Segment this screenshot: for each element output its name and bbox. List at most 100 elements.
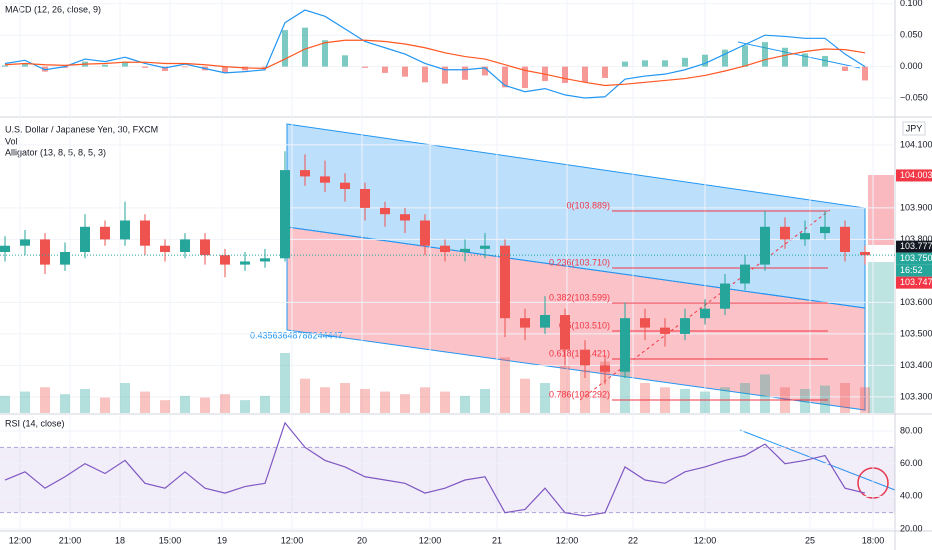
candle-body <box>560 315 570 350</box>
candle-body <box>620 318 630 372</box>
histogram-bar <box>822 55 828 67</box>
channel-annotation: 0.43563648788244447 <box>250 330 343 340</box>
histogram-bar <box>402 66 408 77</box>
currency-box <box>902 121 926 136</box>
candle-body <box>440 245 450 253</box>
y-tick-label: 20.00 <box>900 523 923 533</box>
histogram-bar <box>102 64 108 67</box>
volume-bar <box>400 394 410 413</box>
volume-bar <box>20 391 30 413</box>
histogram-bar <box>162 66 168 72</box>
candle-body <box>260 258 270 262</box>
y-tick-label: 103.400 <box>900 360 932 370</box>
histogram-bar <box>802 53 808 67</box>
histogram-bar <box>362 66 368 68</box>
rsi-band <box>0 447 895 513</box>
candle-body <box>760 226 770 265</box>
histogram-bar <box>122 61 128 67</box>
histogram-bar <box>782 47 788 67</box>
alligator-label: Alligator (13, 8, 5, 8, 5, 3) <box>5 147 106 157</box>
price-tag <box>896 276 932 289</box>
candle-body <box>660 327 670 334</box>
y-tick-label: 103.900 <box>900 202 932 212</box>
histogram-bar <box>322 40 328 67</box>
price-tag-label: 104.003 <box>900 170 932 180</box>
histogram-bar <box>522 66 528 88</box>
price-tag-label: 103.747 <box>900 277 932 287</box>
volume-bar <box>60 394 70 413</box>
time-label: 22 <box>628 535 638 545</box>
y-tick-label: 103.500 <box>900 328 932 338</box>
series-line <box>4 39 866 87</box>
candle-body <box>600 365 610 372</box>
time-label: 18:00 <box>862 535 885 545</box>
candle-body <box>160 245 170 253</box>
histogram-bar <box>302 27 308 67</box>
histogram-bar <box>62 66 68 68</box>
histogram-bar <box>442 66 448 84</box>
time-label: 12:00 <box>281 535 304 545</box>
vol-label: Vol <box>5 136 18 146</box>
candle-body <box>800 233 810 240</box>
histogram-bar <box>662 60 668 67</box>
volume-bar <box>560 365 570 413</box>
volume-bar <box>200 397 210 413</box>
y-tick-label: 0.050 <box>900 30 923 40</box>
price-title: U.S. Dollar / Japanese Yen, 30, FXCM <box>5 124 158 134</box>
candle-body <box>580 349 590 366</box>
candle-body <box>380 207 390 215</box>
candle-body <box>220 255 230 265</box>
time-label: 18 <box>115 535 125 545</box>
candle-body <box>780 226 790 240</box>
fib-label: 0.5(103.510) <box>559 320 610 330</box>
channel-lower <box>286 226 866 411</box>
histogram-bar <box>22 63 28 67</box>
volume-bar <box>460 395 470 413</box>
candle-body <box>200 239 210 256</box>
histogram-bar <box>602 66 608 78</box>
candle-body <box>460 248 470 253</box>
fib-label: 0(103.889) <box>566 200 610 210</box>
candle-body <box>300 170 310 177</box>
candle-body <box>340 182 350 189</box>
volume-bar <box>0 395 10 413</box>
macd-trendline <box>737 41 861 69</box>
price-tag-label: 16:52 <box>900 265 923 275</box>
candle-body <box>180 239 190 253</box>
candle-body <box>680 318 690 334</box>
y-tick-label: 60.00 <box>900 458 923 468</box>
candle-body <box>500 245 510 319</box>
time-label: 19 <box>217 535 227 545</box>
time-label: 20 <box>357 535 367 545</box>
candle-body <box>40 239 50 265</box>
volume-bar <box>840 383 850 413</box>
volume-bar <box>700 391 710 413</box>
histogram-bar <box>242 66 248 71</box>
y-tick-label: 103.600 <box>900 297 932 307</box>
volume-bar <box>520 378 530 413</box>
histogram-bar <box>262 66 268 68</box>
candle-body <box>60 252 70 265</box>
candle-body <box>540 315 550 328</box>
candle-body <box>820 226 830 234</box>
volume-bar <box>160 400 170 413</box>
fib-label: 0.786(103.292) <box>549 389 610 399</box>
rsi-title: RSI (14, close) <box>5 418 65 428</box>
volume-bar <box>320 387 330 413</box>
volume-bar <box>740 383 750 413</box>
histogram-bar <box>862 66 868 81</box>
y-tick-label: 0.000 <box>900 61 923 71</box>
price-tag <box>896 264 932 277</box>
fib-label: 0.618(103.421) <box>549 348 610 358</box>
time-label: 21 <box>492 535 502 545</box>
price-tag <box>896 240 932 253</box>
histogram-bar <box>582 66 588 83</box>
y-tick-label: 103.300 <box>900 391 932 401</box>
fib-label: 0.382(103.599) <box>549 292 610 302</box>
histogram-bar <box>702 54 708 67</box>
volume-bar <box>240 400 250 413</box>
y-tick-label: −0.050 <box>900 92 928 102</box>
candle-body <box>80 226 90 253</box>
volume-bar <box>540 383 550 413</box>
